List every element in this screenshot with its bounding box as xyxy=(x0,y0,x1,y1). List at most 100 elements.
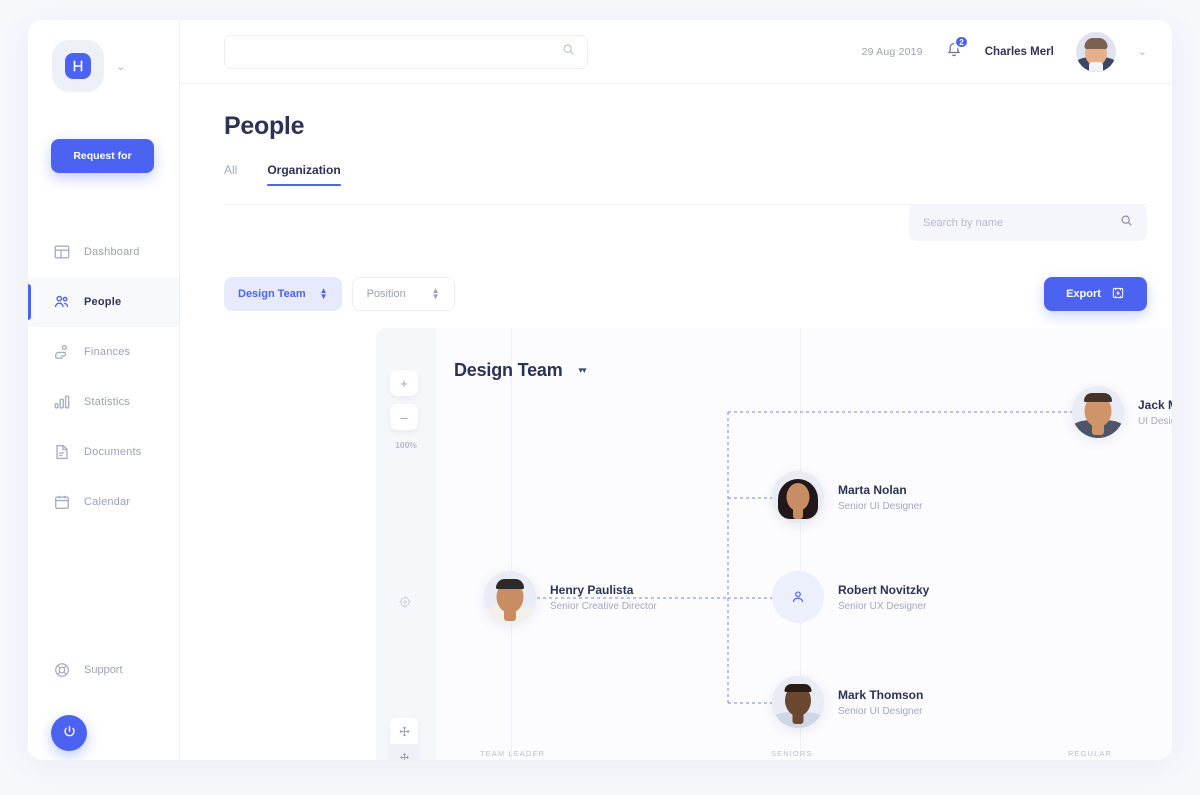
fit-icon[interactable] xyxy=(390,744,418,760)
sidebar-item-support[interactable]: Support xyxy=(28,650,123,690)
sidebar-item-label: Documents xyxy=(84,446,142,458)
person-role: UI Designer xyxy=(1138,415,1172,427)
org-node-marta-nolan[interactable]: Marta Nolan Senior UI Designer xyxy=(772,471,922,523)
global-search[interactable] xyxy=(224,34,588,69)
sidebar-item-statistics[interactable]: Statistics xyxy=(28,377,179,427)
filter-design-team[interactable]: Design Team ▲ ▼ xyxy=(224,277,342,311)
avatar xyxy=(484,571,536,623)
search-input[interactable] xyxy=(237,45,562,58)
topbar-right: 29 Aug 2019 2 Charles Merl xyxy=(862,31,1147,72)
filter-label: Design Team xyxy=(238,288,306,300)
chart-title-text: Design Team xyxy=(454,360,563,380)
avatar-illustration xyxy=(772,471,824,523)
chevron-down-icon[interactable]: ▾▾ xyxy=(578,365,587,375)
pan-controls xyxy=(390,718,418,760)
org-node-robert-novitzky[interactable]: Robert Novitzky Senior UX Designer xyxy=(772,571,929,623)
main-area: 29 Aug 2019 2 Charles Merl xyxy=(180,20,1172,760)
column-divider xyxy=(511,328,512,760)
person-role: Senior UI Designer xyxy=(838,500,923,512)
sidebar-item-documents[interactable]: Documents xyxy=(28,427,179,477)
org-chart-card: Design Team ▾▾ xyxy=(376,328,1172,760)
org-node-text: Jack Martinez UI Designer xyxy=(1138,398,1172,427)
power-button[interactable] xyxy=(51,715,87,751)
org-chart-canvas[interactable]: Design Team ▾▾ xyxy=(376,328,1172,760)
move-icon[interactable] xyxy=(390,718,418,744)
request-for-button[interactable]: Request for xyxy=(51,139,154,173)
org-node-jack-martinez[interactable]: Jack Martinez UI Designer xyxy=(1072,386,1172,438)
power-icon xyxy=(62,724,77,742)
search-icon xyxy=(1120,214,1133,232)
tabs: All Organization xyxy=(224,163,1147,186)
org-node-mark-thomson[interactable]: Mark Thomson Senior UI Designer xyxy=(772,676,923,728)
user-name: Charles Merl xyxy=(984,45,1054,58)
finances-icon xyxy=(53,343,71,361)
sidebar: ⌄ Request for Dashboard xyxy=(28,20,180,760)
avatar xyxy=(772,676,824,728)
sidebar-item-finances[interactable]: Finances xyxy=(28,327,179,377)
brand[interactable]: ⌄ xyxy=(28,20,179,92)
export-label: Export xyxy=(1066,288,1101,300)
person-role: Senior UX Designer xyxy=(838,600,927,612)
avatar xyxy=(772,471,824,523)
search-icon xyxy=(562,43,575,61)
avatar-illustration xyxy=(1072,386,1124,438)
stepper-icon: ▲ ▼ xyxy=(431,286,440,301)
tab-organization[interactable]: Organization xyxy=(267,163,342,186)
zoom-in-button[interactable]: + xyxy=(390,370,418,396)
zoom-level-label: 100% xyxy=(395,440,417,450)
tab-all[interactable]: All xyxy=(224,163,238,177)
avatar-illustration xyxy=(1075,32,1116,72)
avatar-placeholder xyxy=(772,571,824,623)
export-icon xyxy=(1111,286,1125,303)
person-role: Senior UI Designer xyxy=(838,705,923,717)
person-name: Mark Thomson xyxy=(838,687,924,702)
avatar xyxy=(1072,386,1124,438)
calendar-icon xyxy=(53,493,71,511)
sidebar-item-label: Statistics xyxy=(84,396,131,408)
sidebar-nav: Dashboard People xyxy=(28,227,179,527)
column-divider xyxy=(800,328,801,760)
support-icon xyxy=(53,661,71,679)
column-label-regular: REGULAR xyxy=(1068,749,1112,758)
sidebar-item-label: Support xyxy=(84,664,123,676)
documents-icon xyxy=(53,443,71,461)
person-name: Robert Novitzky xyxy=(838,582,930,597)
name-search[interactable] xyxy=(909,204,1147,241)
chevron-down-icon[interactable]: ⌄ xyxy=(116,60,126,73)
zoom-out-button[interactable]: – xyxy=(390,404,418,430)
person-name: Henry Paulista xyxy=(550,582,634,597)
app-logo-icon xyxy=(65,53,91,79)
column-label-seniors: SENIORS xyxy=(771,749,813,758)
chart-title[interactable]: Design Team ▾▾ xyxy=(454,360,587,381)
stepper-icon: ▲ ▼ xyxy=(319,286,328,301)
target-icon[interactable] xyxy=(398,595,412,614)
avatar[interactable] xyxy=(1075,31,1116,72)
tabs-divider xyxy=(224,204,1147,205)
chevron-down-icon[interactable]: ⌄ xyxy=(1137,46,1147,58)
page-title: People xyxy=(224,112,305,140)
org-node-text: Henry Paulista Senior Creative Director xyxy=(550,583,657,612)
person-name: Marta Nolan xyxy=(838,482,907,497)
sidebar-item-label: Calendar xyxy=(84,496,131,508)
org-node-text: Robert Novitzky Senior UX Designer xyxy=(838,583,929,612)
org-node-text: Marta Nolan Senior UI Designer xyxy=(838,483,922,512)
sidebar-item-people[interactable]: People xyxy=(28,277,179,327)
sidebar-item-dashboard[interactable]: Dashboard xyxy=(28,227,179,277)
notification-count-badge: 2 xyxy=(954,35,969,49)
notifications-button[interactable]: 2 xyxy=(945,35,969,63)
topbar: 29 Aug 2019 2 Charles Merl xyxy=(180,20,1172,84)
filter-label: Position xyxy=(366,288,406,300)
column-label-team-leader: TEAM LEADER xyxy=(480,749,546,758)
filter-position[interactable]: Position ▲ ▼ xyxy=(351,277,455,311)
people-icon xyxy=(53,293,71,311)
export-button[interactable]: Export xyxy=(1044,277,1147,311)
search-by-name-input[interactable] xyxy=(923,216,1120,229)
dashboard-icon xyxy=(53,243,71,261)
person-role: Senior Creative Director xyxy=(550,600,657,612)
sidebar-item-calendar[interactable]: Calendar xyxy=(28,477,179,527)
sidebar-item-label: Finances xyxy=(84,346,131,358)
org-node-henry-paulista[interactable]: Henry Paulista Senior Creative Director xyxy=(484,571,657,623)
page-content: People All Organization Design Team xyxy=(180,84,1172,760)
filters: Design Team ▲ ▼ Position ▲ ▼ xyxy=(224,277,455,311)
brand-badge xyxy=(52,40,104,92)
